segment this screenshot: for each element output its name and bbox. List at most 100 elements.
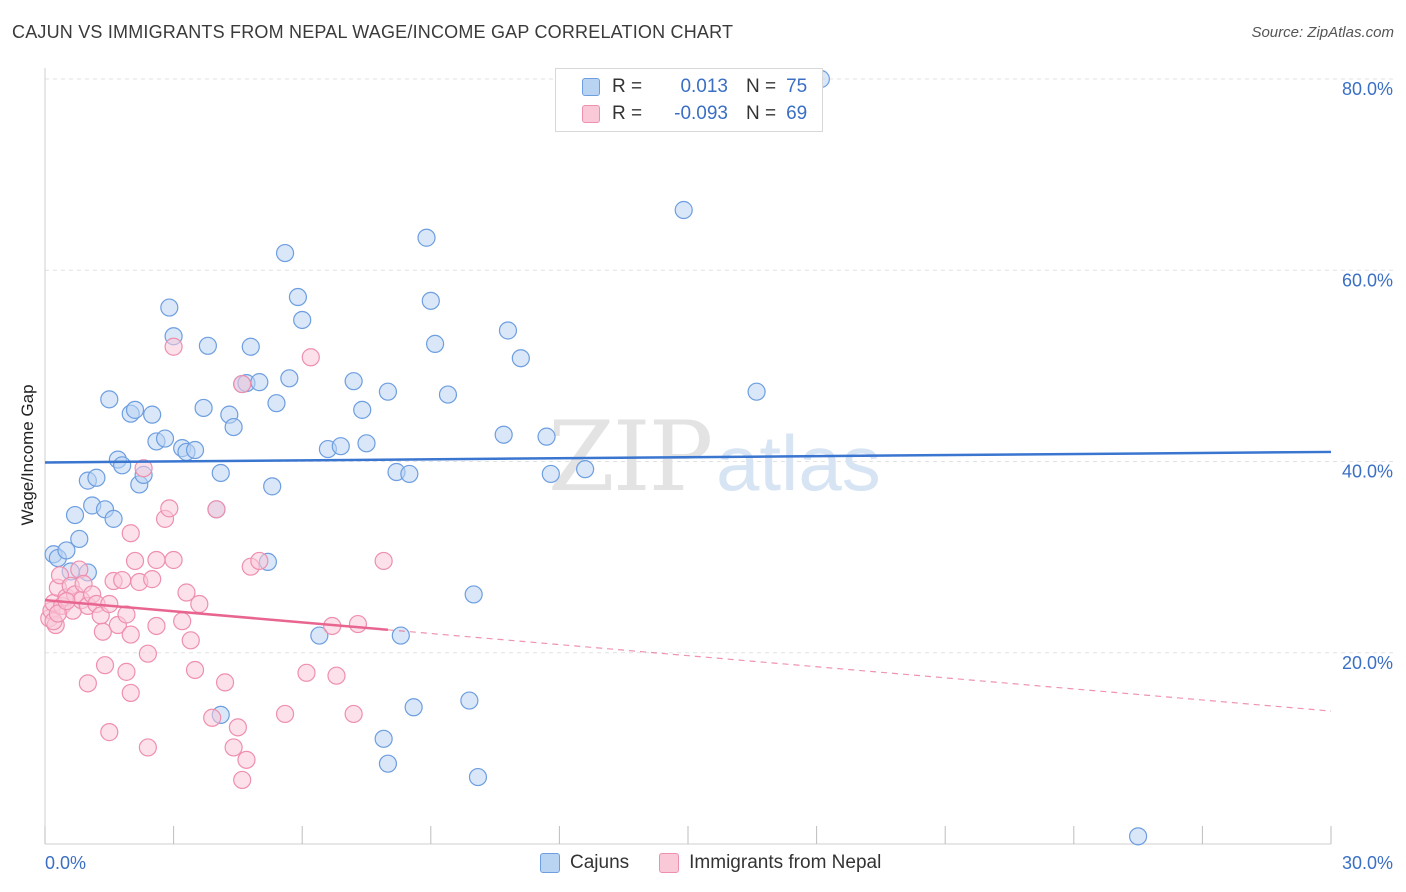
cajun-point: [65, 505, 85, 525]
series-swatch-cajuns: [540, 853, 560, 873]
cajun-point: [400, 464, 419, 484]
nepal-point: [344, 704, 363, 724]
cajun-point: [241, 337, 260, 356]
cajun-point: [275, 243, 295, 263]
cajun-point: [310, 626, 329, 645]
cajun-point: [460, 691, 479, 710]
cajun-point: [113, 456, 132, 475]
cajun-point: [155, 429, 175, 448]
nepal-point: [138, 644, 157, 663]
nepal-point: [207, 500, 226, 519]
cajun-point: [674, 200, 693, 220]
nepal-point: [237, 750, 256, 769]
cajun-point: [100, 390, 119, 409]
nepal-point: [233, 770, 252, 790]
legend-swatch-nepal: [582, 105, 600, 123]
trend-layer: [44, 450, 1332, 712]
nepal-trend-line-extension: [387, 629, 1332, 712]
nepal-point: [117, 662, 136, 681]
y-axis-label: Wage/Income Gap: [18, 384, 37, 526]
cajun-point: [87, 468, 106, 487]
source-label: Source: ZipAtlas.com: [1251, 24, 1394, 41]
nepal-point: [121, 683, 140, 703]
cajun-point: [125, 400, 145, 419]
cajun-point: [263, 477, 282, 496]
nepal-point: [48, 604, 67, 623]
cajun-point: [417, 228, 436, 247]
nepal-point: [190, 594, 209, 614]
chart-title: CAJUN VS IMMIGRANTS FROM NEPAL WAGE/INCO…: [12, 22, 734, 42]
series-legend-label-cajuns: Cajuns: [570, 852, 630, 873]
watermark-atlas: atlas: [716, 419, 881, 507]
cajun-point: [57, 541, 76, 560]
legend-r-value-nepal: -0.093: [674, 103, 728, 124]
series-legend-nepal[interactable]: Immigrants from Nepal: [659, 852, 881, 874]
legend-row-cajuns: R = 0.013 N = 75: [582, 75, 807, 99]
nepal-point: [125, 551, 145, 571]
nepal-point: [138, 738, 157, 757]
nepal-point: [143, 570, 162, 589]
cajun-point: [280, 369, 299, 388]
legend-r-value-cajuns: 0.013: [680, 76, 728, 97]
nepal-point: [228, 718, 247, 737]
nepal-point: [233, 374, 252, 394]
y-tick-label: 60.0%: [1342, 270, 1393, 290]
cajun-point: [378, 382, 398, 401]
nepal-point: [164, 337, 183, 356]
nepal-point: [348, 614, 368, 634]
nepal-point: [121, 625, 140, 644]
points-layer: [40, 69, 1148, 846]
cajun-point: [374, 729, 393, 748]
series-swatch-nepal: [659, 853, 680, 873]
nepal-point: [275, 704, 295, 724]
legend-n-label: N =: [746, 103, 777, 124]
nepal-point: [121, 524, 140, 543]
cajun-point: [438, 385, 458, 404]
legend-r-label: R =: [612, 103, 643, 124]
cajun-point: [421, 291, 440, 310]
y-tick-label: 40.0%: [1342, 462, 1393, 482]
nepal-point: [78, 674, 97, 693]
cajun-point: [576, 460, 595, 479]
cajun-point: [194, 398, 213, 418]
cajun-point: [185, 440, 205, 460]
y-tick-label: 80.0%: [1342, 79, 1393, 99]
nepal-point: [93, 622, 112, 641]
legend-r-label: R =: [612, 76, 643, 97]
cajun-point: [70, 529, 89, 549]
cajun-point: [267, 394, 286, 413]
cajun-point: [344, 372, 363, 391]
series-legend: Cajuns Immigrants from Nepal: [540, 852, 911, 874]
cajun-point: [224, 417, 243, 437]
cajun-point: [353, 400, 372, 419]
nepal-point: [160, 499, 179, 518]
cajun-point: [288, 287, 308, 307]
legend-n-value-nepal: 69: [786, 103, 808, 124]
cajun-point: [211, 463, 230, 483]
cajun-point: [331, 437, 350, 456]
cajun-point: [464, 585, 483, 604]
nepal-trend-line: [44, 598, 389, 632]
nepal-point: [177, 583, 196, 602]
cajun-point: [468, 767, 488, 787]
correlation-legend: R = 0.013 N = 75 R = -0.093 N = 69: [555, 68, 823, 132]
cajun-point: [541, 464, 560, 484]
nepal-point: [327, 666, 346, 685]
cajun-point: [143, 405, 162, 424]
cajun-point: [537, 427, 556, 446]
cajun-point: [293, 310, 312, 330]
nepal-point: [100, 723, 119, 742]
nepal-point: [113, 570, 132, 590]
nepal-point: [250, 551, 269, 571]
x-tick-label: 30.0%: [1342, 853, 1393, 873]
nepal-point: [173, 612, 192, 631]
nepal-point: [181, 631, 200, 650]
cajun-point: [1128, 827, 1148, 846]
nepal-point: [374, 551, 393, 571]
y-tick-label: 20.0%: [1342, 653, 1393, 673]
nepal-point: [224, 738, 243, 757]
axis-layer: 20.0% 40.0% 60.0% 80.0% 0.0% 30.0%: [44, 68, 1393, 873]
nepal-point: [297, 663, 316, 682]
series-legend-cajuns[interactable]: Cajuns: [540, 852, 629, 874]
